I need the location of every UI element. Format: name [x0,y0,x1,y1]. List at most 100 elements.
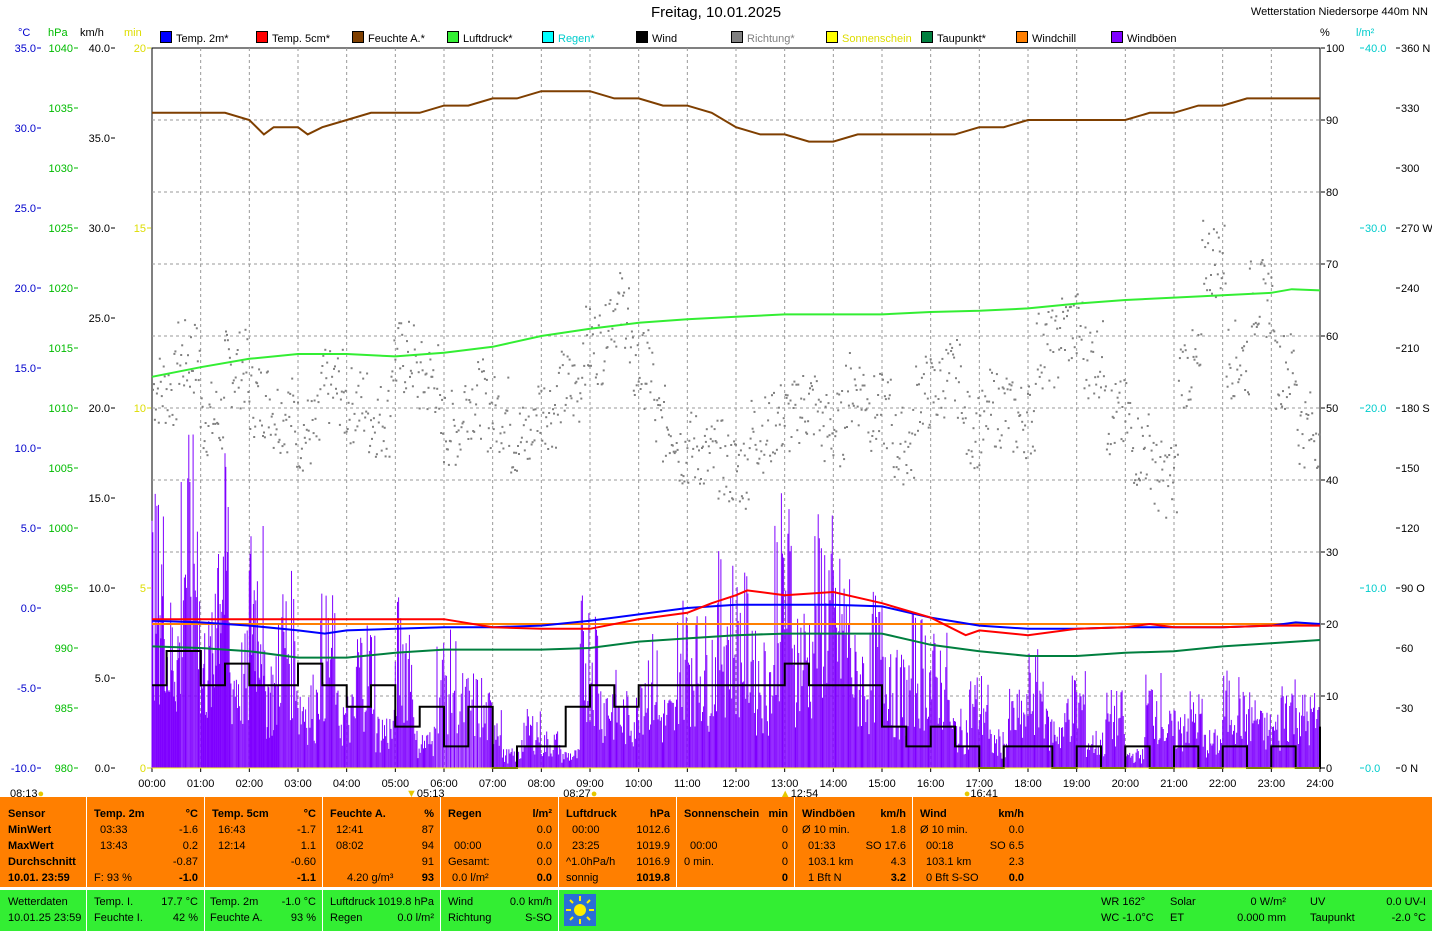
direction-point [254,425,257,428]
temp2m-min-value: -1.6 [179,824,198,836]
legend-swatch [352,31,364,43]
direction-point [231,382,234,385]
direction-point [425,372,428,375]
series-luftdruck- [151,288,1321,378]
direction-point [545,416,548,419]
direction-point [803,398,806,401]
direction-point [917,429,919,432]
direction-point [1162,479,1165,482]
direction-point [1248,267,1251,270]
direction-point [564,403,567,406]
y-tick-temp: 20.0 [15,283,36,295]
direction-point [1141,434,1144,437]
x-tick-label: 13:00 [771,778,799,790]
direction-point [660,409,663,412]
direction-point [541,439,544,442]
direction-point [253,436,256,438]
direction-point [1288,393,1291,395]
direction-point [391,370,394,373]
direction-point [950,350,953,352]
direction-point [990,413,992,416]
direction-point [996,428,999,431]
unit-lm2: l/m² [1356,27,1375,39]
y-tick-pressure: 1015 [49,343,73,355]
x-tick-label: 06:00 [430,778,458,790]
direction-point [788,450,791,453]
time-marker: ●16:41 [964,788,998,800]
direction-point [945,348,948,351]
direction-point [627,307,629,310]
direction-point [403,391,406,394]
direction-point [577,377,580,380]
direction-point [529,428,532,431]
direction-point [665,426,668,429]
direction-point [775,448,778,451]
direction-point [171,413,174,416]
direction-point [786,394,789,397]
direction-point [657,404,660,406]
y-tick-pressure: 1010 [49,403,73,415]
direction-point [953,356,956,359]
direction-point [280,402,283,405]
direction-point [408,320,410,323]
direction-point [966,390,969,393]
direction-point [155,392,158,395]
direction-point [230,406,233,409]
direction-point [390,375,393,378]
direction-point [1193,358,1196,361]
direction-point [809,387,811,390]
direction-point [1024,424,1027,427]
direction-point [877,394,880,396]
right-axes: 100908070605040302010040.030.020.010.00.… [1321,43,1432,775]
direction-point [179,364,182,367]
direction-point [1269,332,1272,335]
direction-point [1211,292,1213,295]
arrow-down-icon: ▼ [406,788,417,800]
direction-point [878,430,881,433]
direction-point [1085,378,1088,381]
direction-point [274,433,277,436]
direction-point [1029,452,1032,455]
direction-point [458,443,461,446]
rain-current: 0.0 [536,872,552,884]
direction-point [200,397,203,400]
direction-point [163,375,166,378]
direction-point [700,478,702,480]
direction-point [1045,323,1048,326]
marker-time: 12:54 [790,788,819,800]
direction-point [443,461,445,464]
direction-point [470,437,473,440]
direction-point [1026,411,1029,414]
direction-point [436,387,439,390]
x-tick-label: 02:00 [236,778,264,790]
direction-point [946,379,949,382]
direction-point [940,406,943,409]
direction-point [199,425,202,428]
direction-point [1098,396,1101,399]
direction-point [1273,330,1276,333]
direction-point [1104,385,1107,388]
gusts-max-time: 01:33 [808,840,836,852]
direction-point [780,444,783,447]
direction-point [1316,466,1319,469]
direction-point [398,322,401,325]
direction-point [748,447,751,450]
direction-point [1151,458,1154,461]
direction-point [515,451,518,454]
direction-point [899,442,902,445]
direction-point [1009,388,1012,391]
direction-point [681,482,684,485]
direction-point [833,428,836,431]
direction-point [860,408,863,411]
direction-point [1212,228,1215,231]
direction-point [447,463,450,466]
direction-point [1209,289,1211,292]
direction-point [1126,431,1129,434]
direction-point [1215,231,1218,234]
direction-point [1188,390,1191,393]
direction-point [993,380,995,382]
direction-point [686,447,689,450]
y-tick-wind: 20.0 [89,403,110,415]
direction-point [153,383,155,386]
direction-point [561,364,564,367]
